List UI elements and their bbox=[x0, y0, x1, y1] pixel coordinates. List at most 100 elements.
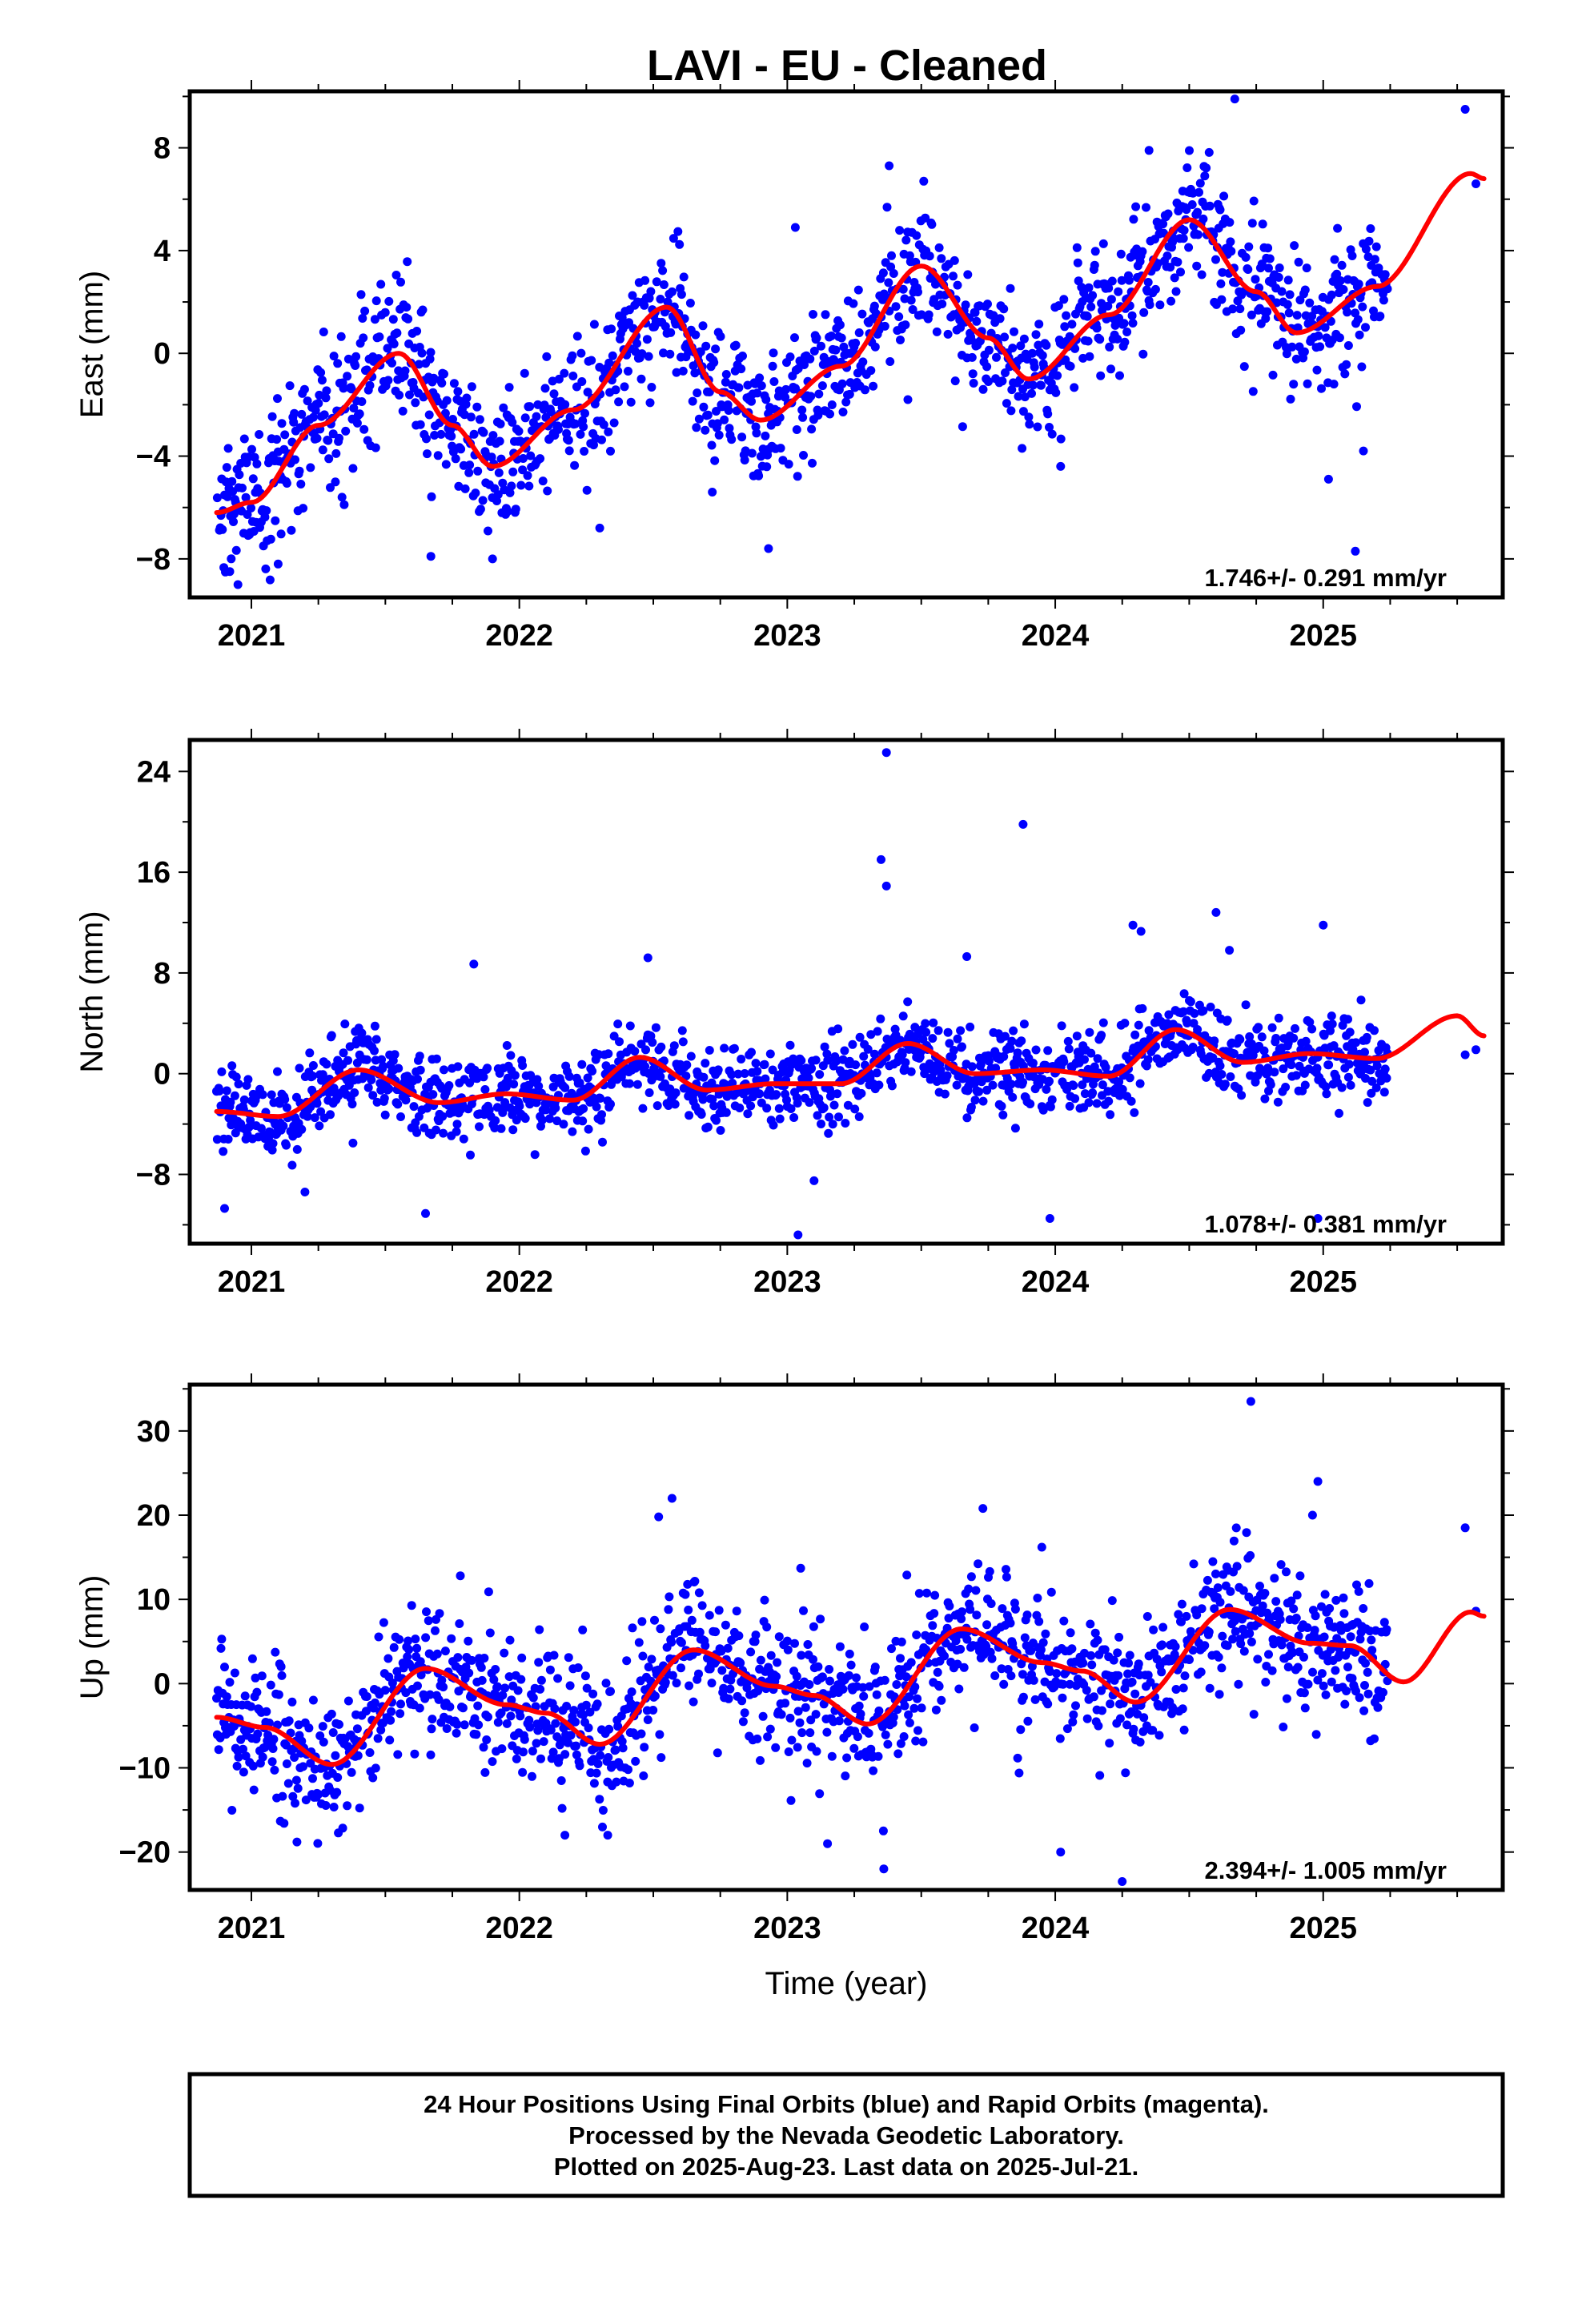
data-point bbox=[234, 1080, 243, 1089]
data-point bbox=[1007, 385, 1017, 395]
data-point bbox=[291, 455, 299, 464]
data-point bbox=[866, 366, 876, 376]
data-point bbox=[732, 1606, 741, 1616]
data-point bbox=[280, 430, 290, 440]
data-point bbox=[451, 454, 460, 464]
data-point bbox=[1059, 1616, 1069, 1626]
data-point bbox=[476, 505, 485, 514]
data-point bbox=[1185, 146, 1194, 155]
figure-title: LAVI - EU - Cleaned bbox=[647, 42, 1047, 90]
footer-line-3: Plotted on 2025-Aug-23. Last data on 202… bbox=[554, 2153, 1138, 2181]
data-point bbox=[1380, 1064, 1390, 1074]
data-point bbox=[249, 1785, 259, 1795]
data-point bbox=[453, 387, 463, 396]
data-point bbox=[1170, 1642, 1180, 1651]
data-point bbox=[1138, 1003, 1147, 1013]
data-point bbox=[439, 1128, 448, 1138]
data-point bbox=[701, 1059, 710, 1068]
data-point bbox=[618, 1743, 628, 1753]
data-point bbox=[536, 1754, 545, 1763]
data-point bbox=[903, 997, 913, 1007]
data-point bbox=[340, 1019, 350, 1029]
data-point bbox=[516, 1675, 526, 1684]
data-point bbox=[1320, 323, 1330, 332]
data-point bbox=[624, 1079, 634, 1088]
data-point bbox=[1216, 279, 1226, 288]
y-tick-label: −8 bbox=[136, 543, 171, 577]
data-point bbox=[1058, 1679, 1068, 1689]
data-point bbox=[809, 310, 817, 319]
data-point bbox=[1214, 1652, 1223, 1662]
data-point bbox=[966, 1103, 976, 1112]
data-point bbox=[575, 1761, 584, 1771]
data-point bbox=[1241, 1000, 1251, 1010]
data-point bbox=[793, 472, 802, 481]
data-point bbox=[1363, 252, 1373, 262]
data-point bbox=[906, 1658, 916, 1667]
data-point bbox=[507, 1695, 516, 1705]
data-point bbox=[445, 1702, 455, 1711]
data-point bbox=[737, 364, 746, 374]
data-point bbox=[934, 243, 944, 252]
data-point bbox=[723, 1643, 733, 1653]
y-tick-label: 24 bbox=[137, 755, 171, 789]
data-point bbox=[488, 554, 497, 564]
data-point bbox=[1176, 267, 1185, 277]
data-point bbox=[490, 1124, 500, 1132]
data-point bbox=[1331, 1666, 1340, 1675]
data-point bbox=[526, 451, 536, 460]
data-point bbox=[288, 1791, 298, 1801]
data-point bbox=[597, 1110, 606, 1120]
data-point bbox=[738, 1717, 748, 1727]
data-point bbox=[719, 1683, 729, 1693]
data-point bbox=[220, 1204, 229, 1213]
data-point bbox=[520, 413, 530, 423]
data-point bbox=[290, 408, 299, 418]
data-point bbox=[480, 1654, 489, 1663]
data-point bbox=[1134, 1659, 1143, 1669]
x-axis-label: Time (year) bbox=[765, 1966, 928, 2001]
data-point bbox=[762, 1104, 772, 1113]
data-point bbox=[725, 424, 734, 433]
data-point bbox=[1210, 1604, 1219, 1614]
data-point bbox=[604, 1049, 613, 1059]
data-point bbox=[1323, 474, 1333, 484]
data-point bbox=[685, 1681, 694, 1691]
data-point bbox=[1093, 1635, 1102, 1645]
data-point bbox=[1289, 1033, 1299, 1043]
data-point bbox=[815, 1070, 825, 1080]
data-point bbox=[1346, 1080, 1355, 1090]
data-point bbox=[1095, 335, 1105, 344]
data-point bbox=[563, 1738, 572, 1747]
data-point bbox=[296, 480, 306, 489]
data-point bbox=[793, 1743, 802, 1752]
data-point bbox=[869, 1049, 879, 1059]
data-point bbox=[954, 1684, 964, 1694]
data-point bbox=[736, 1659, 745, 1668]
data-point bbox=[1031, 330, 1041, 340]
data-point bbox=[1357, 362, 1367, 372]
data-point bbox=[959, 1663, 969, 1672]
data-point bbox=[293, 1783, 303, 1793]
data-point bbox=[589, 320, 599, 329]
data-point bbox=[239, 1744, 247, 1754]
data-point bbox=[404, 1636, 413, 1646]
data-point bbox=[518, 465, 528, 475]
data-point bbox=[551, 1719, 560, 1728]
data-point bbox=[363, 1083, 373, 1092]
data-point bbox=[787, 1735, 797, 1745]
data-point bbox=[367, 1076, 376, 1084]
data-point bbox=[853, 1732, 862, 1742]
data-point bbox=[1249, 1710, 1259, 1719]
data-point bbox=[713, 1065, 723, 1075]
data-point bbox=[879, 1864, 889, 1874]
data-point bbox=[997, 1664, 1006, 1674]
data-point bbox=[755, 373, 765, 383]
data-point bbox=[878, 268, 888, 278]
data-point bbox=[984, 377, 993, 386]
data-point bbox=[289, 417, 299, 427]
data-point bbox=[1103, 301, 1113, 311]
data-point bbox=[727, 1070, 737, 1080]
data-point bbox=[1006, 1043, 1015, 1053]
data-point bbox=[798, 412, 808, 422]
